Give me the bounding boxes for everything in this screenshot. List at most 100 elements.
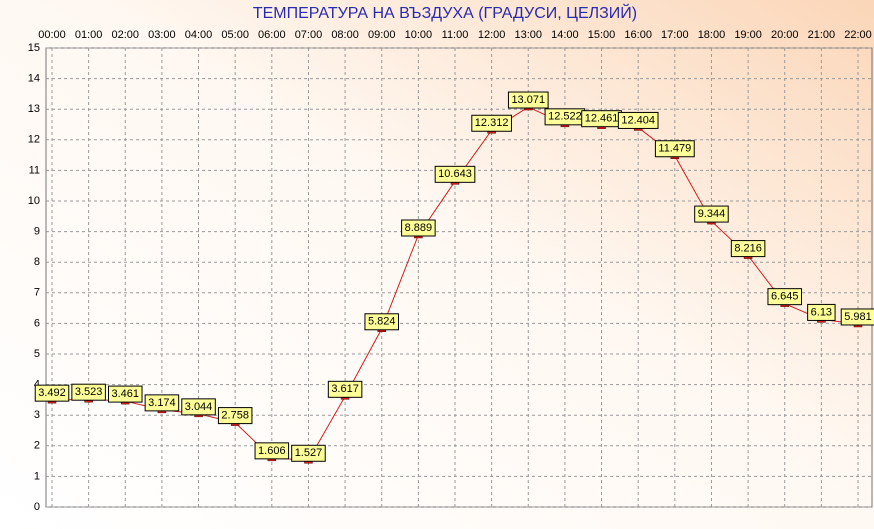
x-tick-label: 10:00 [405, 29, 433, 41]
y-tick-label: 12 [28, 134, 40, 146]
label-box [34, 384, 70, 402]
data-label: 2.758 [217, 407, 253, 425]
label-box [327, 380, 363, 398]
value-label: 12.404 [621, 114, 655, 126]
x-tick-label: 02:00 [112, 29, 140, 41]
data-label: 1.606 [254, 442, 290, 460]
data-label: 11.479 [654, 140, 695, 158]
label-box [291, 444, 326, 462]
label-box [364, 313, 399, 331]
value-label: 5.981 [844, 311, 872, 323]
data-label: 3.174 [144, 394, 180, 412]
label-box [617, 111, 659, 129]
label-box [471, 114, 512, 132]
data-label: 12.461 [581, 110, 622, 128]
data-label: 3.461 [108, 385, 143, 403]
value-label: 8.889 [405, 222, 433, 234]
label-box [840, 308, 874, 326]
data-label: 10.643 [434, 165, 476, 183]
value-label: 1.527 [295, 447, 323, 459]
data-label: 3.044 [181, 398, 216, 416]
x-tick-label: 16:00 [624, 29, 652, 41]
value-label: 3.492 [38, 387, 66, 399]
value-label: 3.523 [75, 386, 103, 398]
label-box [181, 398, 216, 416]
data-label: 13.071 [507, 91, 549, 109]
x-tick-label: 05:00 [221, 29, 249, 41]
data-label: 5.824 [364, 313, 399, 331]
y-tick-label: 6 [34, 317, 40, 329]
y-tick-label: 10 [28, 195, 40, 207]
label-box [434, 165, 476, 183]
value-label: 2.758 [221, 410, 249, 422]
x-tick-label: 06:00 [258, 29, 286, 41]
value-label: 6.13 [811, 306, 832, 318]
value-label: 12.461 [585, 113, 619, 125]
value-label: 5.824 [368, 316, 396, 328]
chart-title: ТЕМПЕРАТУРА НА ВЪЗДУХА (ГРАДУСИ, ЦЕЛЗИЙ) [253, 3, 637, 22]
label-box [507, 91, 549, 109]
label-box [694, 205, 729, 223]
label-box [108, 385, 143, 403]
label-box [144, 394, 180, 412]
y-tick-label: 0 [34, 501, 40, 513]
x-tick-label: 04:00 [185, 29, 213, 41]
value-label: 12.312 [475, 117, 509, 129]
x-tick-label: 11:00 [442, 29, 469, 41]
data-label: 3.492 [34, 384, 70, 402]
data-label: 1.527 [291, 444, 326, 462]
data-label: 6.13 [807, 303, 836, 321]
y-tick-label: 5 [34, 348, 40, 360]
value-label: 8.216 [734, 242, 762, 254]
data-label: 9.344 [694, 205, 729, 223]
y-tick-label: 9 [34, 226, 40, 238]
label-box [71, 383, 106, 401]
y-tick-label: 2 [34, 440, 40, 452]
data-label: 12.312 [471, 114, 512, 132]
x-tick-label: 08:00 [331, 29, 359, 41]
x-tick-label: 19:00 [734, 29, 762, 41]
x-tick-label: 07:00 [295, 29, 323, 41]
value-label: 3.461 [112, 388, 140, 400]
y-tick-label: 15 [28, 42, 40, 54]
label-box [401, 219, 436, 237]
y-tick-label: 7 [34, 287, 40, 299]
y-tick-label: 4 [34, 379, 40, 391]
x-tick-label: 12:00 [478, 29, 506, 41]
x-tick-label: 01:00 [75, 29, 103, 41]
label-box [767, 288, 802, 306]
x-tick-label: 03:00 [148, 29, 176, 41]
data-label: 5.981 [840, 308, 874, 326]
y-tick-label: 3 [34, 409, 40, 421]
value-label: 3.174 [148, 397, 176, 409]
x-tick-label: 21:00 [808, 29, 836, 41]
label-box [807, 303, 836, 321]
label-box [217, 407, 253, 425]
x-tick-label: 00:00 [38, 29, 66, 41]
value-label: 13.071 [511, 94, 545, 106]
data-label: 3.523 [71, 383, 106, 401]
x-tick-label: 18:00 [698, 29, 726, 41]
data-label: 6.645 [767, 288, 802, 306]
x-tick-label: 14:00 [551, 29, 579, 41]
x-tick-label: 09:00 [368, 29, 396, 41]
label-box [254, 442, 290, 460]
value-label: 12.522 [548, 111, 582, 123]
x-tick-label: 15:00 [588, 29, 616, 41]
data-label: 12.522 [544, 108, 586, 126]
label-box [730, 240, 766, 258]
label-box [654, 140, 695, 158]
value-label: 1.606 [258, 445, 286, 457]
x-tick-label: 13:00 [515, 29, 543, 41]
x-tick-label: 20:00 [771, 29, 799, 41]
value-label: 10.643 [438, 168, 472, 180]
data-label: 8.216 [730, 240, 766, 258]
value-label: 6.645 [771, 291, 799, 303]
y-tick-label: 11 [29, 164, 40, 176]
data-label: 3.617 [327, 380, 363, 398]
y-tick-label: 14 [28, 73, 40, 85]
y-tick-label: 13 [28, 103, 40, 115]
value-label: 9.344 [698, 208, 726, 220]
